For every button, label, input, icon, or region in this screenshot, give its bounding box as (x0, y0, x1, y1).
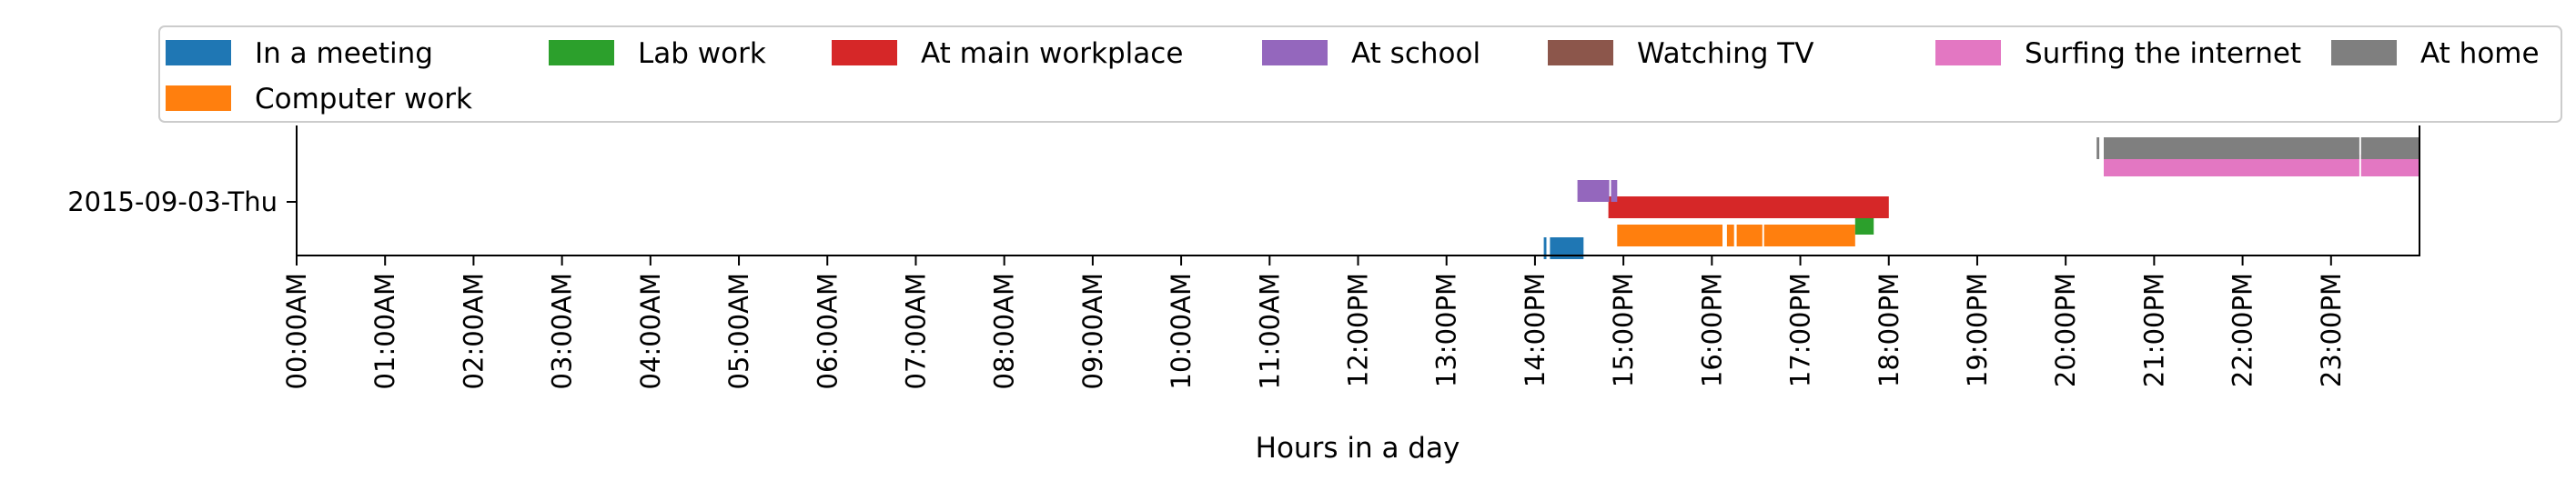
x-tick-label: 22:00PM (2227, 273, 2258, 387)
x-tick-label: 04:00AM (635, 273, 666, 389)
x-tick-label: 17:00PM (1785, 273, 1816, 387)
x-tick-label: 21:00PM (2138, 273, 2169, 387)
x-tick-label: 10:00AM (1166, 273, 1197, 389)
x-tick-label: 18:00PM (1874, 273, 1904, 387)
legend: In a meeting Computer work Lab work At main… (158, 25, 2562, 123)
bar-computer-work-2 (1736, 225, 1763, 246)
legend-swatch-computer-work (166, 85, 231, 111)
legend-label-watching-tv: Watching TV (1637, 37, 1813, 70)
bar-at-home-1 (2104, 137, 2359, 159)
x-tick-label: 08:00AM (989, 273, 1020, 389)
legend-label-at-main-workplace: At main workplace (921, 37, 1183, 70)
x-tick-label: 11:00AM (1254, 273, 1285, 389)
bar-computer-work-1 (1726, 225, 1734, 246)
legend-swatch-at-home (2331, 40, 2397, 65)
bar-at-home-2 (2360, 137, 2419, 159)
legend-label-in-a-meeting: In a meeting (255, 37, 433, 70)
x-tick-label: 00:00AM (281, 273, 312, 389)
legend-label-at-home: At home (2420, 37, 2540, 70)
bar-in-a-meeting-0 (1543, 237, 1547, 259)
x-ticks: 00:00AM 01:00AM 02:00AM 03:00AM 04:00AM 05:00… (281, 256, 2347, 389)
legend-items: In a meeting Computer work Lab work At main… (166, 37, 2540, 115)
x-tick-label: 23:00PM (2316, 273, 2347, 387)
bars-layer (1543, 137, 2419, 259)
axes: 2015-09-03-Thu (67, 125, 2420, 256)
x-axis-title: Hours in a day (1256, 432, 1460, 465)
legend-swatch-watching-tv (1548, 40, 1613, 65)
legend-label-computer-work: Computer work (255, 83, 472, 115)
x-tick-label: 09:00AM (1077, 273, 1108, 389)
bar-at-school-0 (1577, 180, 1610, 202)
legend-swatch-at-main-workplace (832, 40, 897, 65)
x-tick-label: 12:00PM (1343, 273, 1374, 387)
x-tick-label: 05:00AM (723, 273, 754, 389)
bar-at-school-1 (1611, 180, 1618, 202)
legend-label-lab-work: Lab work (638, 37, 766, 70)
x-tick-label: 01:00AM (369, 273, 400, 389)
legend-swatch-surfing-the-internet (1935, 40, 2001, 65)
x-tick-label: 07:00AM (900, 273, 931, 389)
x-tick-label: 19:00PM (1962, 273, 1993, 387)
bar-computer-work-0 (1617, 225, 1722, 246)
x-tick-label: 15:00PM (1608, 273, 1639, 387)
x-tick-label: 03:00AM (547, 273, 578, 389)
bar-at-home-0 (2096, 137, 2100, 159)
x-tick-label: 14:00PM (1520, 273, 1551, 387)
x-tick-label: 16:00PM (1696, 273, 1727, 387)
legend-swatch-in-a-meeting (166, 40, 231, 65)
x-tick-label: 02:00AM (458, 273, 489, 389)
x-tick-label: 20:00PM (2050, 273, 2081, 387)
x-tick-label: 13:00PM (1431, 273, 1462, 387)
legend-swatch-at-school (1262, 40, 1328, 65)
legend-swatch-lab-work (549, 40, 614, 65)
y-tick-label: 2015-09-03-Thu (67, 186, 278, 217)
bar-computer-work-3 (1763, 225, 1855, 246)
bar-at-main-workplace-0 (1608, 196, 1889, 218)
legend-label-at-school: At school (1351, 37, 1480, 70)
x-tick-label: 06:00AM (812, 273, 843, 389)
legend-label-surfing-the-internet: Surfing the internet (2025, 37, 2301, 70)
